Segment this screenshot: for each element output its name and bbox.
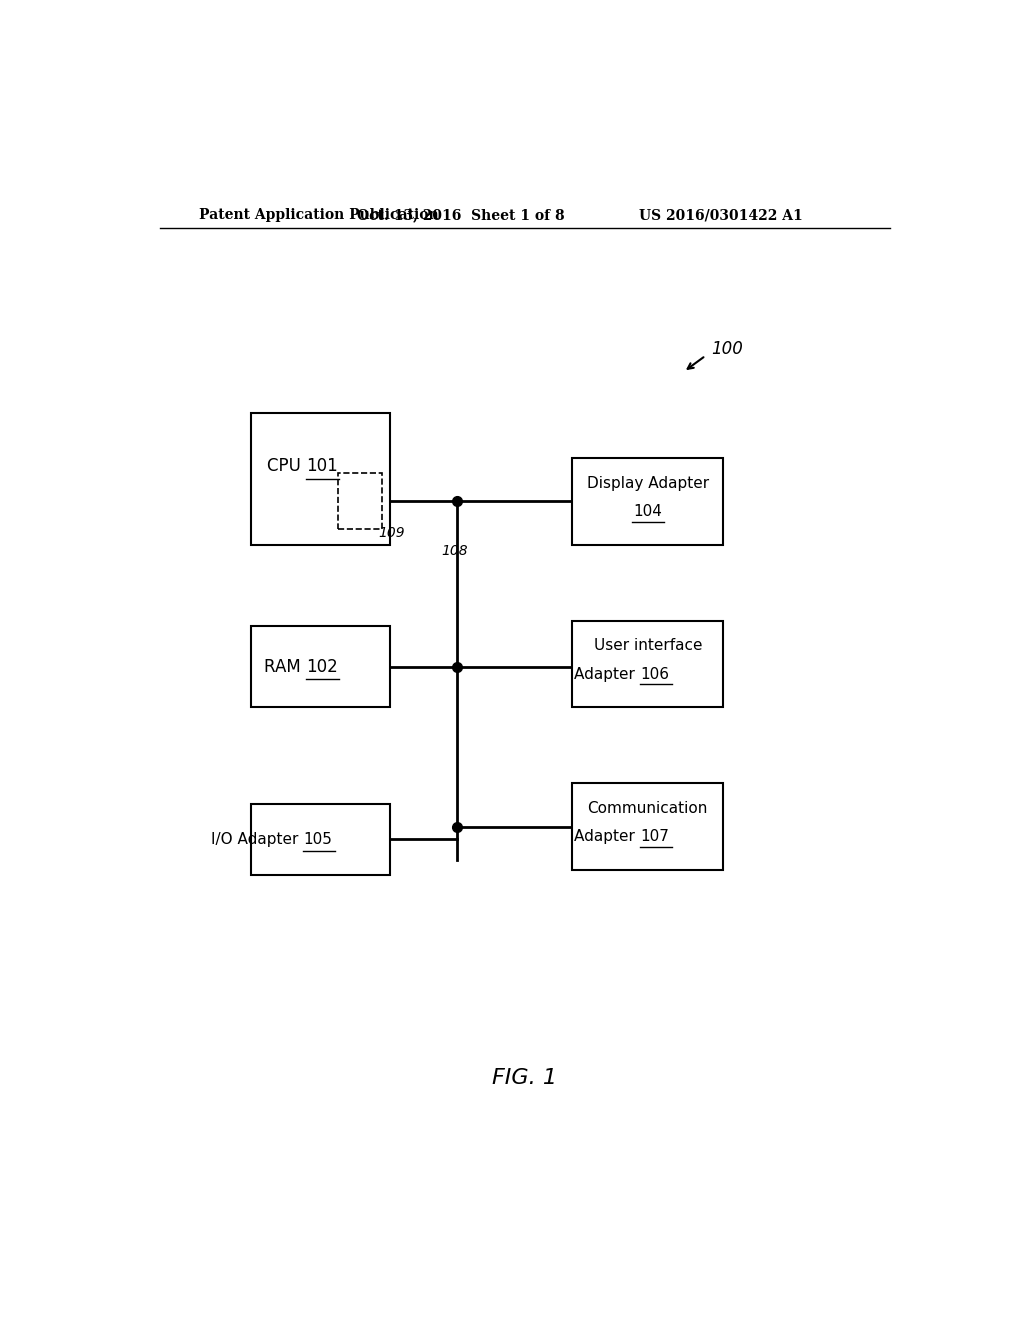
Text: 109: 109 [378,525,404,540]
Text: 107: 107 [640,829,669,845]
Text: US 2016/0301422 A1: US 2016/0301422 A1 [639,209,803,222]
Text: Oct. 13, 2016  Sheet 1 of 8: Oct. 13, 2016 Sheet 1 of 8 [357,209,565,222]
Text: 102: 102 [306,657,338,676]
Text: Adapter: Adapter [574,667,640,681]
Text: 105: 105 [303,832,332,847]
Text: User interface: User interface [594,639,702,653]
Bar [338,474,382,529]
Text: Communication: Communication [588,801,708,816]
Text: 106: 106 [640,667,669,681]
Text: RAM: RAM [264,657,306,676]
Text: 108: 108 [441,544,468,558]
Text: 100: 100 [712,339,743,358]
Text: 104: 104 [634,504,663,519]
Bar [251,626,390,708]
Text: CPU: CPU [267,457,306,475]
Text: Display Adapter: Display Adapter [587,475,709,491]
Text: Adapter: Adapter [574,829,640,845]
Bar [572,620,723,708]
Text: 101: 101 [306,457,338,475]
Bar [572,458,723,545]
Bar [572,784,723,870]
Text: I/O Adapter: I/O Adapter [211,832,303,847]
Text: Patent Application Publication: Patent Application Publication [200,209,439,222]
Bar [251,804,390,875]
Text: FIG. 1: FIG. 1 [493,1068,557,1088]
Bar [251,413,390,545]
